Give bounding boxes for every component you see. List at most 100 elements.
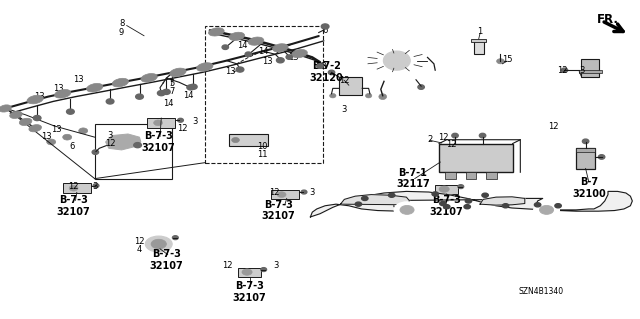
Text: 9: 9 (119, 28, 124, 37)
Ellipse shape (452, 133, 458, 138)
Ellipse shape (29, 125, 42, 132)
Ellipse shape (163, 89, 170, 94)
Ellipse shape (93, 184, 99, 188)
Ellipse shape (248, 37, 264, 45)
Bar (576, 148, 595, 169)
Ellipse shape (33, 115, 41, 121)
Ellipse shape (92, 150, 99, 154)
Ellipse shape (388, 193, 395, 197)
Ellipse shape (154, 120, 163, 126)
Text: 12: 12 (446, 140, 456, 149)
Bar (486, 172, 497, 179)
Ellipse shape (534, 203, 541, 207)
Ellipse shape (355, 202, 362, 206)
Text: 3: 3 (108, 131, 113, 140)
Bar (339, 77, 362, 95)
Text: 12: 12 (134, 237, 145, 246)
Text: 13: 13 (51, 125, 61, 134)
Ellipse shape (439, 186, 449, 192)
Text: 7: 7 (169, 87, 174, 96)
Ellipse shape (330, 93, 336, 98)
Polygon shape (106, 134, 141, 150)
Text: 12: 12 (438, 133, 448, 142)
Bar (445, 172, 456, 179)
Ellipse shape (365, 93, 372, 98)
Text: 6: 6 (323, 26, 328, 35)
Ellipse shape (136, 94, 143, 99)
Ellipse shape (418, 85, 424, 89)
Ellipse shape (286, 55, 292, 59)
Ellipse shape (229, 32, 244, 41)
Ellipse shape (141, 74, 157, 82)
Ellipse shape (245, 52, 252, 56)
Text: 4: 4 (137, 245, 142, 254)
Ellipse shape (67, 109, 74, 114)
Ellipse shape (540, 205, 554, 214)
Text: 12: 12 (68, 182, 79, 191)
Ellipse shape (292, 49, 307, 58)
Ellipse shape (561, 68, 568, 72)
Ellipse shape (458, 185, 463, 189)
Ellipse shape (502, 204, 509, 208)
Ellipse shape (209, 28, 224, 36)
Text: 6: 6 (69, 142, 74, 151)
Ellipse shape (277, 192, 286, 197)
Text: 12: 12 (177, 124, 188, 133)
Bar (229, 134, 268, 146)
Text: B-7-2
32120: B-7-2 32120 (310, 61, 343, 83)
Bar (435, 185, 458, 194)
Ellipse shape (145, 236, 172, 252)
Text: 3: 3 (92, 182, 97, 191)
Text: 12: 12 (339, 76, 349, 85)
Text: 2: 2 (428, 135, 433, 144)
Ellipse shape (27, 95, 44, 104)
Ellipse shape (582, 139, 589, 144)
Bar (238, 268, 261, 277)
Ellipse shape (79, 128, 88, 134)
Ellipse shape (86, 84, 103, 92)
Text: 8: 8 (119, 19, 124, 28)
Bar (439, 144, 513, 172)
Ellipse shape (482, 193, 488, 197)
Text: B-7-3
32107: B-7-3 32107 (430, 195, 463, 217)
Ellipse shape (106, 99, 114, 104)
Polygon shape (340, 195, 410, 205)
Ellipse shape (362, 196, 368, 201)
Ellipse shape (394, 202, 420, 218)
Ellipse shape (63, 134, 72, 140)
Text: 3: 3 (580, 66, 585, 75)
Text: 15: 15 (502, 56, 512, 64)
Ellipse shape (170, 68, 186, 77)
Text: 14: 14 (237, 41, 247, 50)
Ellipse shape (157, 91, 165, 96)
Bar (271, 190, 299, 199)
Text: 3: 3 (310, 188, 315, 197)
Text: 13: 13 (262, 57, 273, 66)
Bar (581, 59, 599, 77)
Ellipse shape (534, 202, 559, 218)
Ellipse shape (276, 58, 284, 63)
Text: 13: 13 (54, 84, 64, 93)
Ellipse shape (465, 199, 472, 203)
Ellipse shape (432, 192, 438, 196)
Bar (466, 172, 476, 179)
Text: 13: 13 (288, 53, 298, 62)
Bar (474, 41, 484, 54)
Text: 14: 14 (259, 47, 269, 56)
Text: 14: 14 (184, 91, 194, 100)
Ellipse shape (440, 202, 446, 206)
Ellipse shape (134, 143, 141, 148)
Bar (95, 124, 172, 179)
Ellipse shape (261, 268, 267, 271)
Ellipse shape (301, 190, 307, 194)
Ellipse shape (400, 205, 414, 214)
Ellipse shape (317, 64, 323, 68)
Ellipse shape (19, 118, 32, 125)
Ellipse shape (189, 84, 197, 89)
Text: 10: 10 (257, 142, 268, 151)
Ellipse shape (0, 105, 12, 112)
Ellipse shape (242, 269, 252, 275)
Text: 13: 13 (316, 62, 326, 70)
Text: FR.: FR. (597, 13, 619, 26)
Text: 3: 3 (193, 117, 198, 126)
